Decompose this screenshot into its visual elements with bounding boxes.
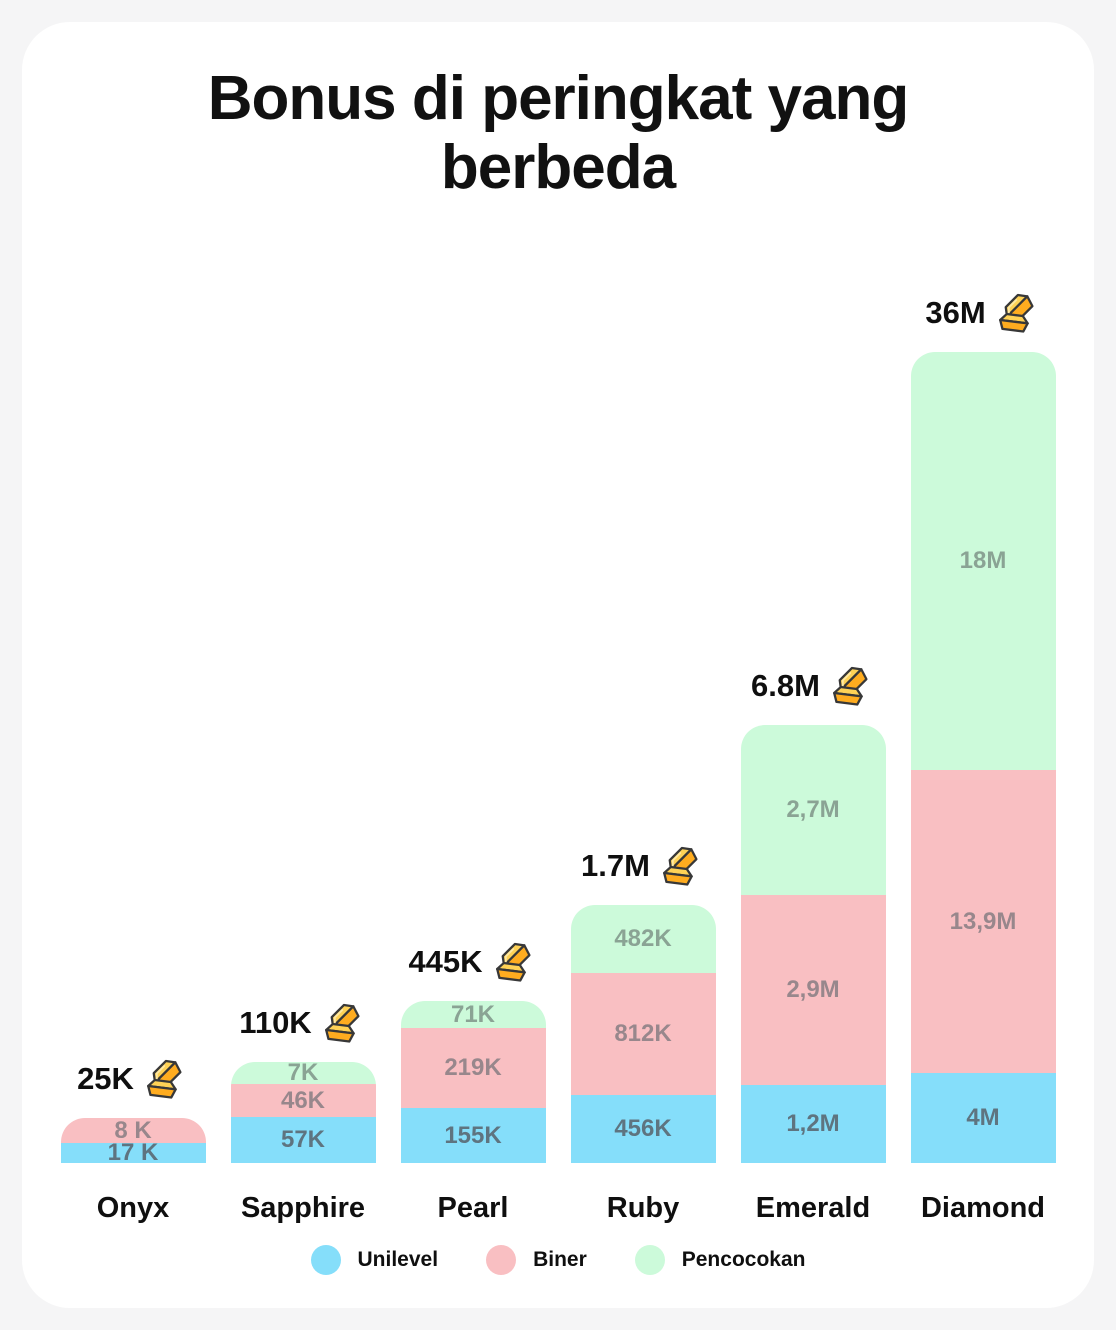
bar-segment-unilevel: 17 K xyxy=(60,1139,206,1164)
total-value: 36M xyxy=(925,295,986,330)
bar-segment-biner: 2,9M xyxy=(740,895,886,1085)
bar-segment-biner: 812K xyxy=(570,973,716,1095)
gold-bars-icon xyxy=(495,942,531,982)
stacked-bar-diamond: 18M 13,9M 4M xyxy=(910,352,1056,1163)
rank-label-diamond: Diamond xyxy=(920,1192,1046,1224)
total-label-pearl: 445K xyxy=(408,941,537,983)
segment-value-label: 155K xyxy=(444,1121,502,1149)
rank-label-onyx: Onyx xyxy=(96,1192,170,1224)
chart-columns: 25K 8 K 17 K 110K 7K 46K 57K 445K xyxy=(22,292,1094,1163)
total-label-diamond: 36M xyxy=(925,292,1040,334)
bar-segment-unilevel: 456K xyxy=(570,1095,716,1163)
gold-bars-icon xyxy=(146,1059,182,1099)
legend-dot-biner xyxy=(486,1245,517,1275)
bar-column-onyx: 25K 8 K 17 K xyxy=(60,1058,206,1164)
total-label-ruby: 1.7M xyxy=(581,845,705,887)
legend-item-biner: Biner xyxy=(486,1245,587,1275)
bar-segment-unilevel: 155K xyxy=(400,1108,546,1163)
total-value: 110K xyxy=(239,1005,312,1040)
bar-column-ruby: 1.7M 482K 812K 456K xyxy=(570,845,716,1163)
segment-value-label: 18M xyxy=(959,547,1007,574)
total-value: 445K xyxy=(408,944,483,979)
stacked-bar-pearl: 71K 219K 155K xyxy=(400,1001,546,1163)
segment-value-label: 4M xyxy=(966,1104,1000,1131)
legend-label: Biner xyxy=(533,1248,587,1271)
stacked-bar-onyx: 8 K 17 K xyxy=(60,1118,206,1164)
total-label-emerald: 6.8M xyxy=(751,665,875,707)
bar-segment-pencocokan: 2,7M xyxy=(740,725,886,895)
legend-dot-pencocokan xyxy=(634,1245,665,1275)
total-value: 1.7M xyxy=(581,848,650,883)
title-line-2: berbeda xyxy=(440,133,676,203)
segment-value-label: 219K xyxy=(444,1054,502,1081)
rank-label-pearl: Pearl xyxy=(437,1192,509,1224)
segment-value-label: 812K xyxy=(614,1020,672,1047)
segment-value-label: 46K xyxy=(280,1086,326,1114)
bar-segment-pencocokan: 18M xyxy=(910,352,1056,770)
page-title: Bonus di peringkat yang berbeda xyxy=(22,64,1094,203)
bar-segment-biner: 46K xyxy=(230,1084,376,1117)
title-line-1: Bonus di peringkat yang xyxy=(207,64,909,133)
stacked-bar-emerald: 2,7M 2,9M 1,2M xyxy=(740,725,886,1163)
gold-bars-icon xyxy=(998,293,1034,333)
total-value: 25K xyxy=(77,1061,134,1096)
bar-column-emerald: 6.8M 2,7M 2,9M 1,2M xyxy=(740,665,886,1163)
gold-bars-icon xyxy=(324,1003,360,1043)
rank-label-emerald: Emerald xyxy=(755,1192,871,1224)
segment-value-label: 7K xyxy=(287,1062,319,1086)
gold-bars-icon xyxy=(663,846,698,886)
rank-label-ruby: Ruby xyxy=(606,1192,680,1224)
total-value: 6.8M xyxy=(751,668,820,703)
legend-label: Unilevel xyxy=(357,1248,439,1271)
rank-label-sapphire: Sapphire xyxy=(240,1192,366,1224)
segment-value-label: 57K xyxy=(280,1126,326,1153)
rank-labels-row: Onyx Sapphire Pearl Ruby Emerald Diamond xyxy=(22,1192,1094,1225)
bar-column-diamond: 36M 18M 13,9M 4M xyxy=(910,292,1056,1163)
stacked-bar-sapphire: 7K 46K 57K xyxy=(230,1062,376,1163)
bar-segment-biner: 8 K xyxy=(60,1118,206,1144)
segment-value-label: 482K xyxy=(614,925,672,952)
legend-item-unilevel: Unilevel xyxy=(310,1245,439,1275)
total-label-onyx: 25K xyxy=(77,1058,189,1100)
total-label-sapphire: 110K xyxy=(239,1002,366,1044)
segment-value-label: 8 K xyxy=(114,1118,152,1144)
segment-value-label: 2,7M xyxy=(786,796,840,823)
bar-column-sapphire: 110K 7K 46K 57K xyxy=(230,1002,376,1163)
segment-value-label: 71K xyxy=(450,1001,496,1028)
bar-segment-biner: 219K xyxy=(400,1028,546,1108)
segment-value-label: 1,2M xyxy=(786,1110,840,1137)
bar-column-pearl: 445K 71K 219K 155K xyxy=(400,941,546,1163)
legend-item-pencocokan: Pencocokan xyxy=(634,1245,806,1275)
segment-value-label: 456K xyxy=(614,1115,672,1142)
bar-segment-unilevel: 1,2M xyxy=(740,1085,886,1163)
bar-segment-unilevel: 4M xyxy=(910,1073,1056,1163)
legend-label: Pencocokan xyxy=(681,1248,806,1271)
chart-legend: Unilevel Biner Pencocokan xyxy=(22,1245,1094,1275)
bar-segment-unilevel: 57K xyxy=(230,1117,376,1163)
bar-segment-pencocokan: 7K xyxy=(230,1062,376,1086)
legend-dot-unilevel xyxy=(310,1245,341,1275)
segment-value-label: 13,9M xyxy=(949,907,1017,935)
bar-segment-pencocokan: 482K xyxy=(570,905,716,973)
bar-segment-pencocokan: 71K xyxy=(400,1001,546,1028)
segment-value-label: 2,9M xyxy=(786,976,840,1003)
gold-bars-icon xyxy=(833,666,868,706)
bar-segment-biner: 13,9M xyxy=(910,770,1056,1073)
stacked-bar-ruby: 482K 812K 456K xyxy=(570,905,716,1163)
segment-value-label: 17 K xyxy=(107,1139,159,1164)
